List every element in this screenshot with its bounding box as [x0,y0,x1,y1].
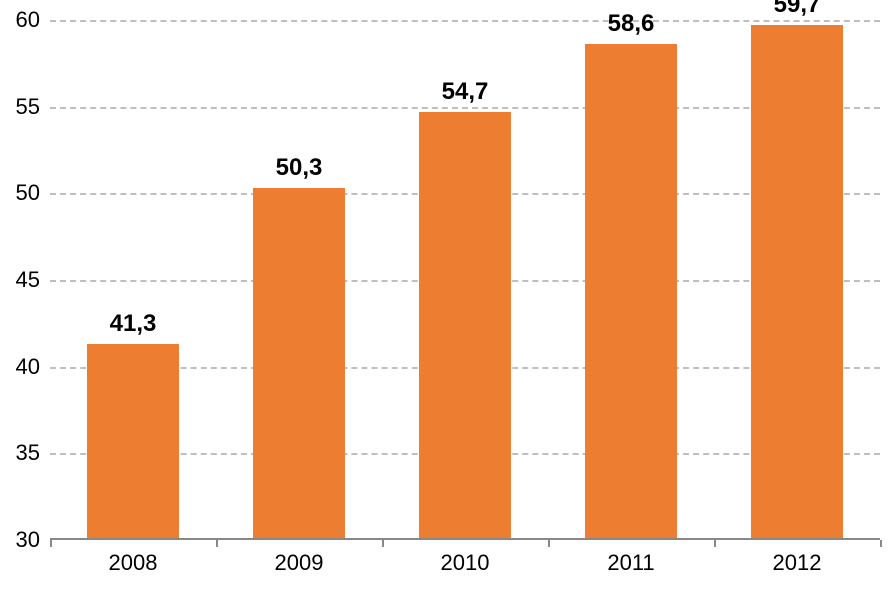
x-tick-label: 2011 [607,550,654,576]
bar-value-label: 59,7 [751,0,842,19]
y-tick-label: 45 [16,267,40,293]
x-axis: 2008 2009 2010 2011 2012 [50,545,880,585]
y-tick-label: 60 [16,7,40,33]
y-tick-label: 50 [16,180,40,206]
y-tick-label: 55 [16,94,40,120]
tick-layer [50,20,880,550]
x-tick-label: 2009 [275,550,324,576]
x-tick-label: 2010 [441,550,490,576]
x-tick-label: 2012 [773,550,822,576]
y-axis: 30354045505560 [0,20,45,540]
y-tick-label: 30 [16,527,40,553]
x-tick-label: 2008 [109,550,158,576]
y-tick-label: 40 [16,354,40,380]
bar-chart: 30354045505560 41,350,354,758,659,7 2008… [0,0,890,589]
x-tick [880,540,882,547]
y-tick-label: 35 [16,440,40,466]
